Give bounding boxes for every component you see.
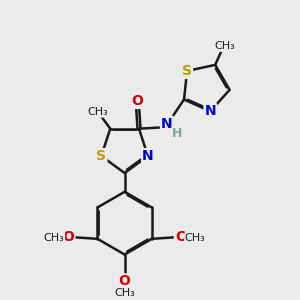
- Text: CH₃: CH₃: [114, 288, 135, 298]
- Text: O: O: [132, 94, 143, 108]
- Text: CH₃: CH₃: [44, 233, 64, 243]
- Text: S: S: [96, 149, 106, 163]
- Text: N: N: [205, 104, 216, 118]
- Text: N: N: [142, 149, 154, 163]
- Text: H: H: [172, 127, 182, 140]
- Text: O: O: [119, 274, 130, 288]
- Text: N: N: [161, 117, 172, 130]
- Text: O: O: [63, 230, 74, 244]
- Text: CH₃: CH₃: [87, 107, 108, 117]
- Text: O: O: [175, 230, 187, 244]
- Text: S: S: [182, 64, 192, 78]
- Text: CH₃: CH₃: [185, 233, 206, 243]
- Text: CH₃: CH₃: [214, 41, 235, 51]
